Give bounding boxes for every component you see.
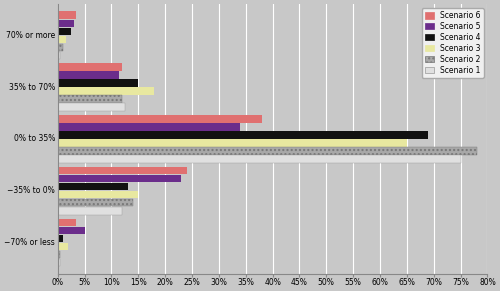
Bar (58, 52, 60, 59)
Bar (58, 219, 76, 226)
Bar (58, 259, 60, 266)
Bar (58, 44, 63, 51)
Bar (58, 175, 182, 182)
Bar (58, 167, 186, 174)
Bar (58, 155, 460, 163)
Bar (58, 227, 84, 234)
Bar (58, 139, 407, 147)
Bar (58, 207, 122, 214)
Bar (58, 131, 428, 139)
Bar (58, 79, 138, 87)
Bar (58, 147, 476, 155)
Bar (58, 36, 66, 43)
Legend: Scenario 6, Scenario 5, Scenario 4, Scenario 3, Scenario 2, Scenario 1: Scenario 6, Scenario 5, Scenario 4, Scen… (422, 8, 484, 78)
Bar (58, 28, 71, 35)
Bar (58, 199, 133, 207)
Bar (58, 183, 128, 190)
Bar (58, 87, 154, 95)
Bar (58, 104, 125, 111)
Bar (58, 123, 240, 131)
Bar (58, 95, 122, 103)
Bar (58, 19, 74, 27)
Bar (58, 12, 76, 19)
Bar (58, 251, 60, 258)
Bar (58, 191, 138, 198)
Bar (58, 115, 262, 123)
Bar (58, 71, 120, 79)
Bar (58, 235, 63, 242)
Bar (58, 63, 122, 71)
Bar (58, 243, 68, 250)
